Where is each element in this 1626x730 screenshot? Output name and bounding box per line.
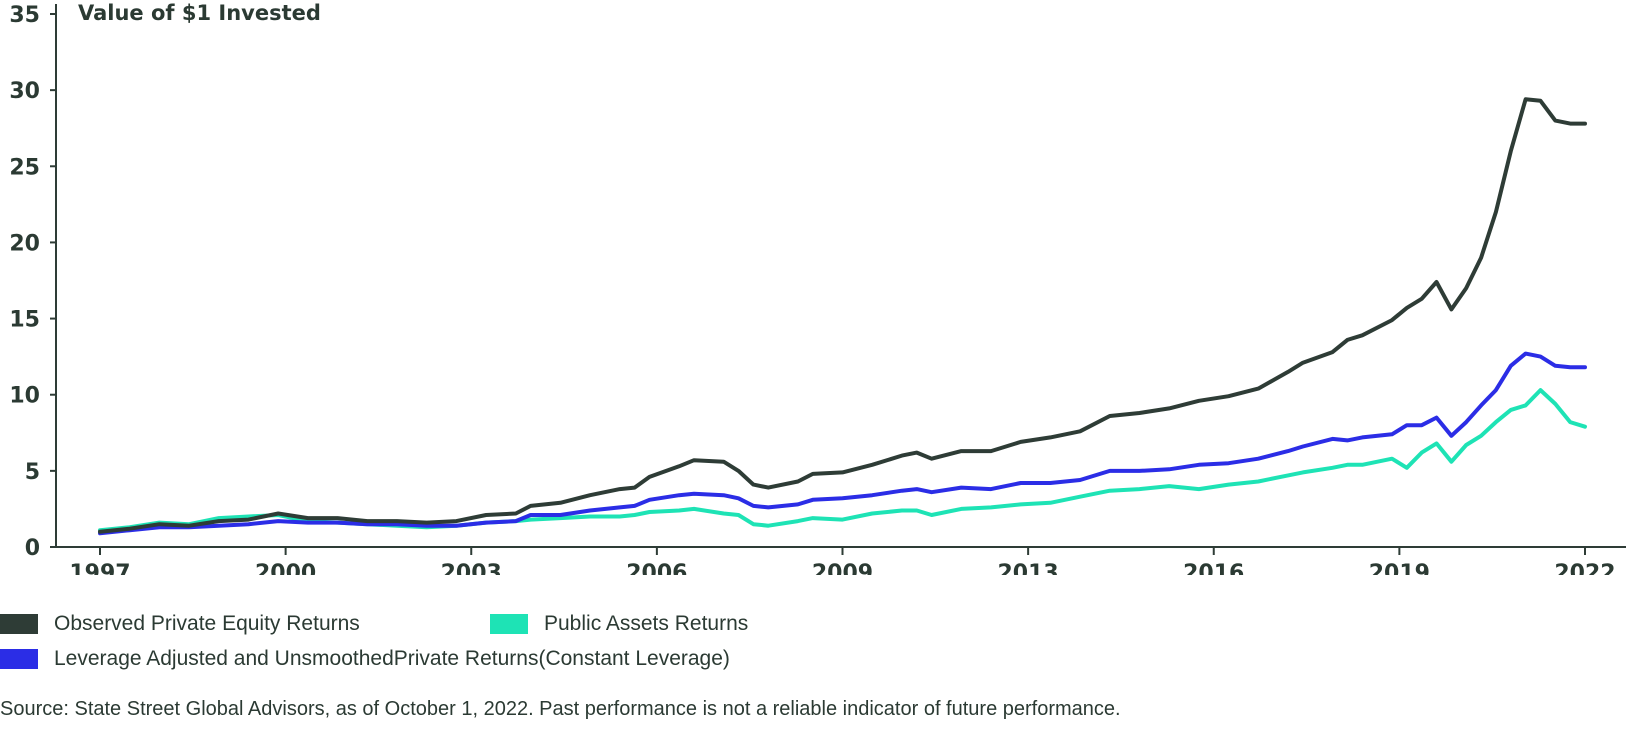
chart-title: Value of $1 Invested [78, 1, 321, 25]
y-tick-label: 20 [9, 231, 40, 256]
series-line-public-assets-returns [98, 388, 1587, 533]
x-tick-label: 2016 [1183, 561, 1244, 575]
legend-label-leverage-adjusted: Leverage Adjusted and UnsmoothedPrivate … [54, 647, 730, 670]
y-axis-ticks: 0 5 10 15 20 25 30 35 [9, 3, 56, 561]
series-line-leverage-adjusted-and-unsmoothedprivate-returns-constant-leverage [98, 351, 1587, 536]
legend-swatch-public-assets [490, 614, 528, 634]
y-tick-label: 0 [25, 536, 40, 561]
y-tick-label: 25 [9, 155, 40, 180]
y-tick-label: 10 [9, 384, 40, 409]
legend-item-private-equity: Observed Private Equity Returns [0, 610, 360, 638]
x-tick-label: 2006 [626, 561, 687, 575]
x-tick-label: 2013 [998, 561, 1059, 575]
x-tick-label: 2022 [1554, 561, 1615, 575]
x-tick-label: 2000 [255, 561, 316, 575]
legend-swatch-private-equity [0, 614, 38, 634]
series-group [98, 97, 1587, 536]
x-tick-label: 2003 [441, 561, 502, 575]
x-axis-ticks: 1997 2000 2003 2006 2009 2013 2016 2019 2022 [69, 547, 1616, 575]
legend-item-leverage-adjusted: Leverage Adjusted and UnsmoothedPrivate … [0, 645, 730, 673]
y-tick-label: 30 [9, 79, 40, 104]
line-chart: Value of $1 Invested 0 5 10 15 20 25 30 35 1997… [9, 1, 1626, 575]
legend-item-public-assets: Public Assets Returns [490, 610, 748, 638]
y-tick-label: 15 [9, 308, 40, 333]
y-tick-label: 5 [25, 460, 40, 485]
legend-swatch-leverage-adjusted [0, 649, 38, 669]
x-tick-label: 1997 [69, 561, 130, 575]
legend-label-public-assets: Public Assets Returns [544, 612, 749, 635]
x-tick-label: 2019 [1369, 561, 1430, 575]
x-tick-label: 2009 [812, 561, 873, 575]
series-line-observed-private-equity-returns [98, 97, 1587, 534]
legend-label-private-equity: Observed Private Equity Returns [54, 612, 360, 635]
source-note: Source: State Street Global Advisors, as… [0, 698, 1121, 720]
y-tick-label: 35 [9, 3, 40, 28]
